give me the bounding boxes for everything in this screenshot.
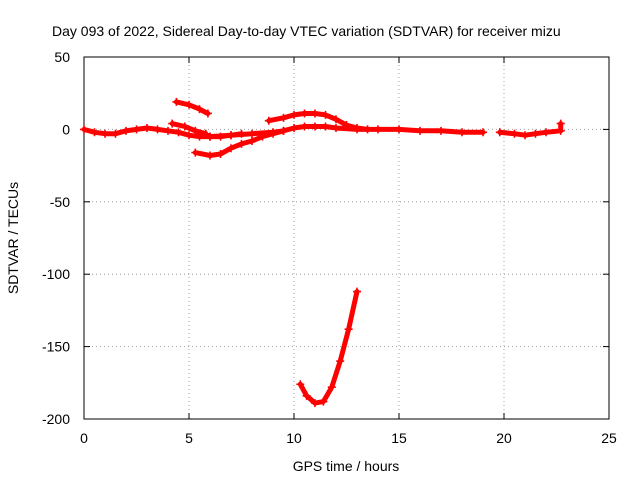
data-point [556, 126, 565, 135]
data-point [132, 125, 141, 134]
chart-title: Day 093 of 2022, Sidereal Day-to-day VTE… [52, 23, 561, 39]
data-point [479, 128, 487, 137]
y-tick-label: 0 [62, 121, 70, 137]
series-arc-late [495, 119, 565, 140]
data-point [168, 119, 177, 128]
x-axis-label: GPS time / hours [293, 458, 400, 474]
data-point [395, 125, 403, 134]
data-point [201, 129, 210, 138]
data-point [164, 126, 172, 135]
data-point [206, 151, 214, 160]
data-point [311, 399, 319, 408]
data-point [542, 128, 550, 137]
x-tick-label: 15 [391, 430, 407, 446]
data-point [153, 125, 162, 134]
data-point [227, 131, 235, 140]
data-point [111, 129, 120, 138]
data-point [80, 125, 88, 134]
data-point [332, 123, 340, 132]
x-tick-label: 5 [185, 430, 193, 446]
data-point [203, 109, 212, 118]
data-point [258, 132, 267, 141]
data-point [143, 123, 151, 132]
x-tick-label: 10 [286, 430, 302, 446]
data-point [248, 129, 256, 138]
data-point [311, 109, 319, 118]
data-point [185, 100, 193, 109]
data-point [269, 129, 277, 138]
data-point [279, 126, 288, 135]
data-point [311, 122, 319, 131]
data-point [180, 122, 189, 131]
series-arc-ridge [168, 119, 210, 138]
data-point [556, 119, 565, 128]
data-point [521, 131, 529, 140]
y-tick-label: -50 [50, 194, 70, 210]
grid-lines [84, 57, 609, 419]
data-point [122, 126, 130, 135]
data-point [363, 125, 372, 134]
data-point [216, 150, 225, 159]
data-point [458, 128, 466, 137]
x-tick-label: 0 [80, 430, 88, 446]
data-point [342, 121, 351, 130]
data-point [185, 131, 193, 140]
data-point [336, 357, 345, 366]
axes: 0 5 10 15 20 25 -200 -150 -100 -50 0 50 [42, 49, 617, 446]
series-arc-bump [264, 109, 372, 134]
data-point [191, 126, 200, 135]
data-point [290, 123, 298, 132]
data-point [264, 116, 273, 125]
data-point [437, 126, 445, 135]
series-line [266, 111, 370, 132]
series-arc-low [191, 126, 288, 160]
x-tick-label: 25 [601, 430, 617, 446]
data-point [332, 115, 340, 124]
data-point [195, 105, 204, 114]
y-tick-label: 50 [54, 49, 70, 65]
data-point [327, 383, 336, 392]
data-point [300, 122, 309, 131]
data-point [248, 136, 256, 145]
series-line [297, 289, 360, 406]
series-arc-deep-dip [296, 287, 361, 408]
data-point [174, 128, 183, 137]
data-point [321, 110, 330, 119]
data-point [374, 125, 382, 134]
data-point [531, 129, 540, 138]
series-arc-high-start [172, 97, 212, 118]
data-point [353, 287, 361, 296]
y-tick-label: -200 [42, 411, 70, 427]
data-series [80, 97, 565, 408]
data-point [300, 109, 309, 118]
data-point [321, 122, 330, 131]
data-point [510, 129, 519, 138]
data-point [495, 128, 504, 137]
data-point [227, 144, 235, 153]
data-point [172, 97, 181, 106]
data-point [302, 391, 311, 400]
data-point [191, 148, 200, 157]
data-point [344, 325, 353, 334]
data-point [296, 380, 305, 389]
data-point [319, 397, 328, 406]
data-point [101, 129, 109, 138]
data-point [416, 126, 424, 135]
plot-frame [83, 56, 610, 420]
y-tick-label: -100 [42, 266, 70, 282]
series-line [173, 99, 211, 116]
data-point [237, 139, 246, 148]
x-tick-label: 20 [496, 430, 512, 446]
data-point [206, 132, 214, 141]
data-point [353, 123, 361, 132]
y-axis-label: SDTVAR / TECUs [5, 182, 21, 294]
data-point [279, 113, 288, 122]
y-tick-label: -150 [42, 339, 70, 355]
data-point [290, 110, 298, 119]
data-point [90, 128, 99, 137]
series-line [169, 121, 209, 137]
